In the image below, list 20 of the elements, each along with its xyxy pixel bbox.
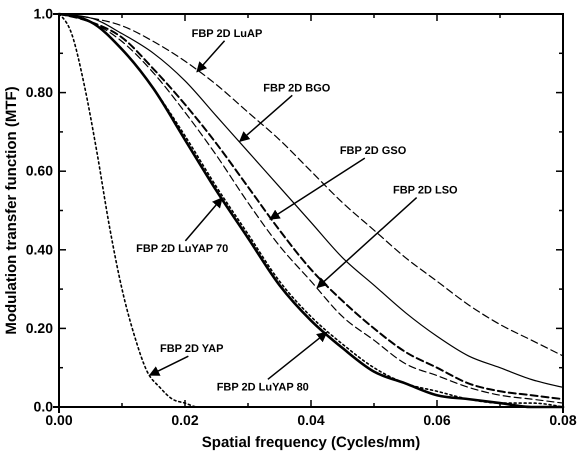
y-tick-label: 0.40 — [26, 241, 54, 258]
annotation: FBP 2D LSO — [393, 184, 458, 197]
annotation: FBP 2D LuAP — [192, 28, 262, 40]
y-tick-label: 0.0 — [34, 398, 54, 414]
x-tick-label: 0.08 — [549, 412, 577, 428]
annotation: FBP 2D LuYAP 70 — [136, 242, 228, 255]
x-tick-label: 0.06 — [423, 412, 451, 428]
y-tick-label: 0.60 — [26, 162, 54, 179]
annotation: FBP 2D BGO — [263, 82, 331, 94]
y-axis-title: Modulation transfer function (MTF) — [3, 86, 20, 335]
x-tick-label: 0.02 — [171, 412, 199, 428]
annotation: FBP 2D YAP — [160, 343, 224, 356]
y-tick-label: 0.80 — [26, 84, 54, 100]
annotation: FBP 2D LuYAP 80 — [216, 381, 309, 394]
x-axis-title: Spatial frequency (Cycles/mm) — [202, 434, 420, 451]
x-tick-label: 0.04 — [297, 412, 325, 428]
y-tick-label: 1.0 — [34, 5, 54, 22]
y-tick-label: 0.20 — [26, 320, 54, 336]
x-tick-label: 0.00 — [45, 412, 73, 428]
annotation: FBP 2D GSO — [340, 145, 407, 158]
